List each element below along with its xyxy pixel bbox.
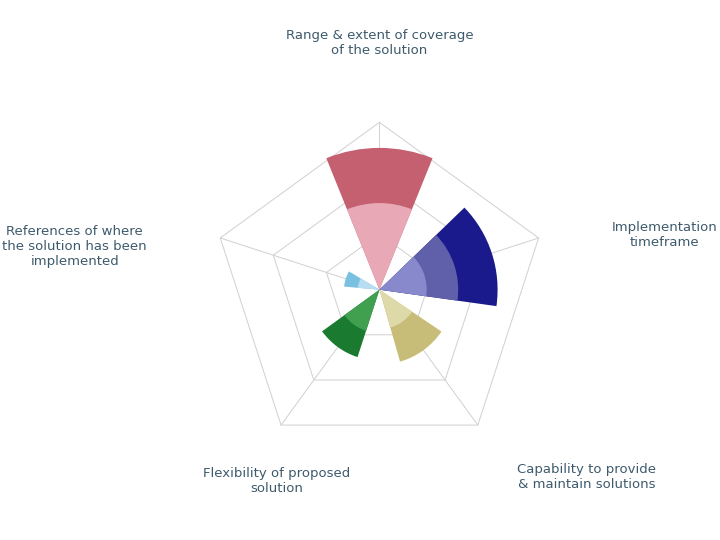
Text: Implementation
timeframe: Implementation timeframe: [612, 220, 718, 248]
Wedge shape: [379, 289, 441, 362]
Wedge shape: [358, 279, 379, 289]
Wedge shape: [379, 289, 412, 328]
Text: Range & extent of coverage
of the solution: Range & extent of coverage of the soluti…: [286, 29, 473, 57]
Wedge shape: [379, 257, 427, 296]
Wedge shape: [344, 272, 379, 289]
Wedge shape: [347, 203, 412, 289]
Text: Flexibility of proposed
solution: Flexibility of proposed solution: [204, 467, 351, 495]
Text: Capability to provide
& maintain solutions: Capability to provide & maintain solutio…: [517, 463, 656, 491]
Wedge shape: [326, 148, 433, 289]
Text: References of where
the solution has been
implemented: References of where the solution has bee…: [2, 225, 147, 268]
Wedge shape: [379, 235, 458, 301]
Wedge shape: [322, 289, 379, 357]
Wedge shape: [379, 207, 498, 306]
Wedge shape: [344, 289, 379, 331]
